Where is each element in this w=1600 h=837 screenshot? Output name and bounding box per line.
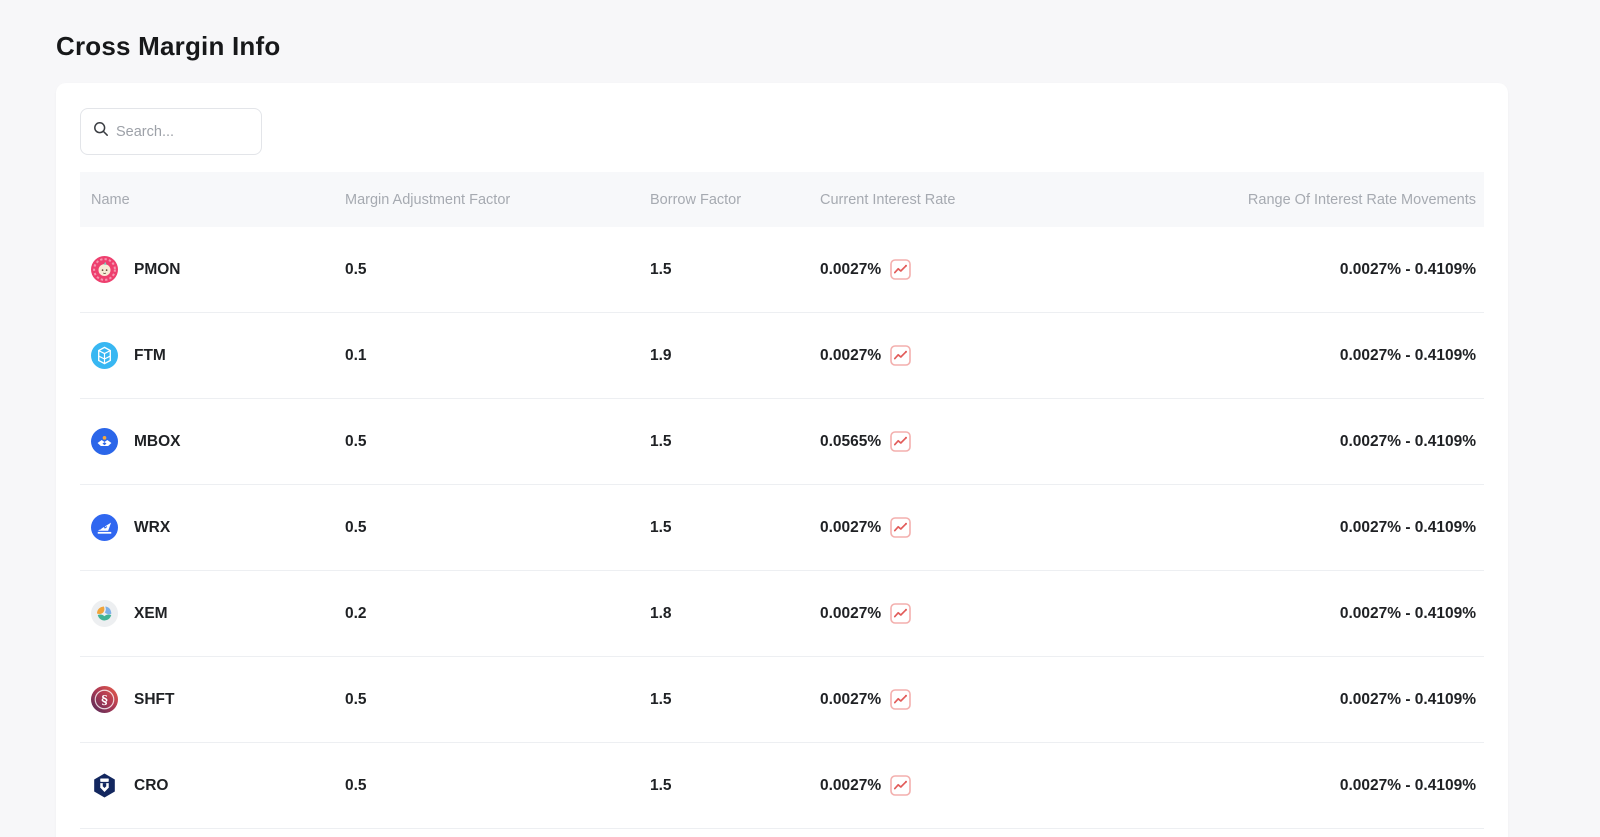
margin-adjustment-factor-value: 0.5 [345, 776, 367, 794]
cross-margin-table: Name Margin Adjustment Factor Borrow Fac… [80, 172, 1484, 829]
table-row: CRO 0.5 1.5 0.0027% 0.0027% - 0.4109% [80, 743, 1484, 829]
interest-rate-range-value: 0.0027% - 0.4109% [1339, 346, 1476, 364]
table-row: FTM 0.1 1.9 0.0027% 0.0027% - 0.4109% [80, 313, 1484, 399]
interest-rate-range-value: 0.0027% - 0.4109% [1339, 260, 1476, 278]
borrow-factor-value: 1.5 [650, 432, 672, 450]
borrow-factor-value: 1.5 [650, 518, 672, 536]
token-name: SHFT [134, 690, 175, 708]
search-box[interactable] [80, 108, 262, 155]
shft-token-icon: § [91, 686, 118, 713]
cross-margin-card: Name Margin Adjustment Factor Borrow Fac… [56, 83, 1508, 837]
token-name: FTM [134, 346, 166, 364]
token-name: CRO [134, 776, 169, 794]
table-row: XEM 0.2 1.8 0.0027% 0.0027% - 0.4109% [80, 571, 1484, 657]
current-interest-rate-value: 0.0027% [820, 776, 882, 794]
interest-rate-range-value: 0.0027% - 0.4109% [1339, 690, 1476, 708]
interest-rate-history-chart-icon[interactable] [890, 517, 912, 538]
xem-token-icon [91, 600, 118, 627]
ftm-token-icon [91, 342, 118, 369]
current-interest-rate-value: 0.0027% [820, 690, 882, 708]
interest-rate-range-value: 0.0027% - 0.4109% [1339, 432, 1476, 450]
interest-rate-history-chart-icon[interactable] [890, 259, 912, 280]
column-header-current-interest-rate: Current Interest Rate [820, 191, 956, 208]
page-title: Cross Margin Info [56, 31, 281, 61]
current-interest-rate-value: 0.0565% [820, 432, 882, 450]
cro-token-icon [91, 772, 118, 799]
interest-rate-history-chart-icon[interactable] [890, 431, 912, 452]
interest-rate-range-value: 0.0027% - 0.4109% [1339, 604, 1476, 622]
token-name: XEM [134, 604, 168, 622]
borrow-factor-value: 1.8 [650, 604, 672, 622]
table-row: § SHFT 0.5 1.5 0.0027% 0.0027% - 0.4109% [80, 657, 1484, 743]
column-header-margin-adjustment-factor: Margin Adjustment Factor [345, 191, 511, 208]
token-name: MBOX [134, 432, 181, 450]
token-name: PMON [134, 260, 181, 278]
current-interest-rate-value: 0.0027% [820, 346, 882, 364]
svg-text:§: § [101, 692, 108, 707]
margin-adjustment-factor-value: 0.5 [345, 690, 367, 708]
table-body: PMON 0.5 1.5 0.0027% 0.0027% - 0.4109% F… [80, 227, 1484, 829]
interest-rate-history-chart-icon[interactable] [890, 345, 912, 366]
mbox-token-icon [91, 428, 118, 455]
table-row: WRX 0.5 1.5 0.0027% 0.0027% - 0.4109% [80, 485, 1484, 571]
current-interest-rate-value: 0.0027% [820, 260, 882, 278]
interest-rate-range-value: 0.0027% - 0.4109% [1339, 518, 1476, 536]
table-row: MBOX 0.5 1.5 0.0565% 0.0027% - 0.4109% [80, 399, 1484, 485]
interest-rate-history-chart-icon[interactable] [890, 689, 912, 710]
interest-rate-history-chart-icon[interactable] [890, 775, 912, 796]
column-header-range-of-interest-rate-movements: Range Of Interest Rate Movements [1247, 191, 1476, 208]
column-header-name: Name [91, 191, 130, 208]
borrow-factor-value: 1.5 [650, 260, 672, 278]
margin-adjustment-factor-value: 0.2 [345, 604, 367, 622]
search-icon [93, 121, 109, 142]
column-header-borrow-factor: Borrow Factor [650, 191, 742, 208]
search-input[interactable] [116, 123, 249, 140]
token-name: WRX [134, 518, 171, 536]
wrx-token-icon [91, 514, 118, 541]
interest-rate-history-chart-icon[interactable] [890, 603, 912, 624]
margin-adjustment-factor-value: 0.1 [345, 346, 367, 364]
borrow-factor-value: 1.5 [650, 776, 672, 794]
interest-rate-range-value: 0.0027% - 0.4109% [1339, 776, 1476, 794]
current-interest-rate-value: 0.0027% [820, 604, 882, 622]
pmon-token-icon [91, 256, 118, 283]
margin-adjustment-factor-value: 0.5 [345, 260, 367, 278]
margin-adjustment-factor-value: 0.5 [345, 518, 367, 536]
table-header-row: Name Margin Adjustment Factor Borrow Fac… [80, 172, 1484, 227]
margin-adjustment-factor-value: 0.5 [345, 432, 367, 450]
borrow-factor-value: 1.9 [650, 346, 672, 364]
current-interest-rate-value: 0.0027% [820, 518, 882, 536]
borrow-factor-value: 1.5 [650, 690, 672, 708]
table-row: PMON 0.5 1.5 0.0027% 0.0027% - 0.4109% [80, 227, 1484, 313]
